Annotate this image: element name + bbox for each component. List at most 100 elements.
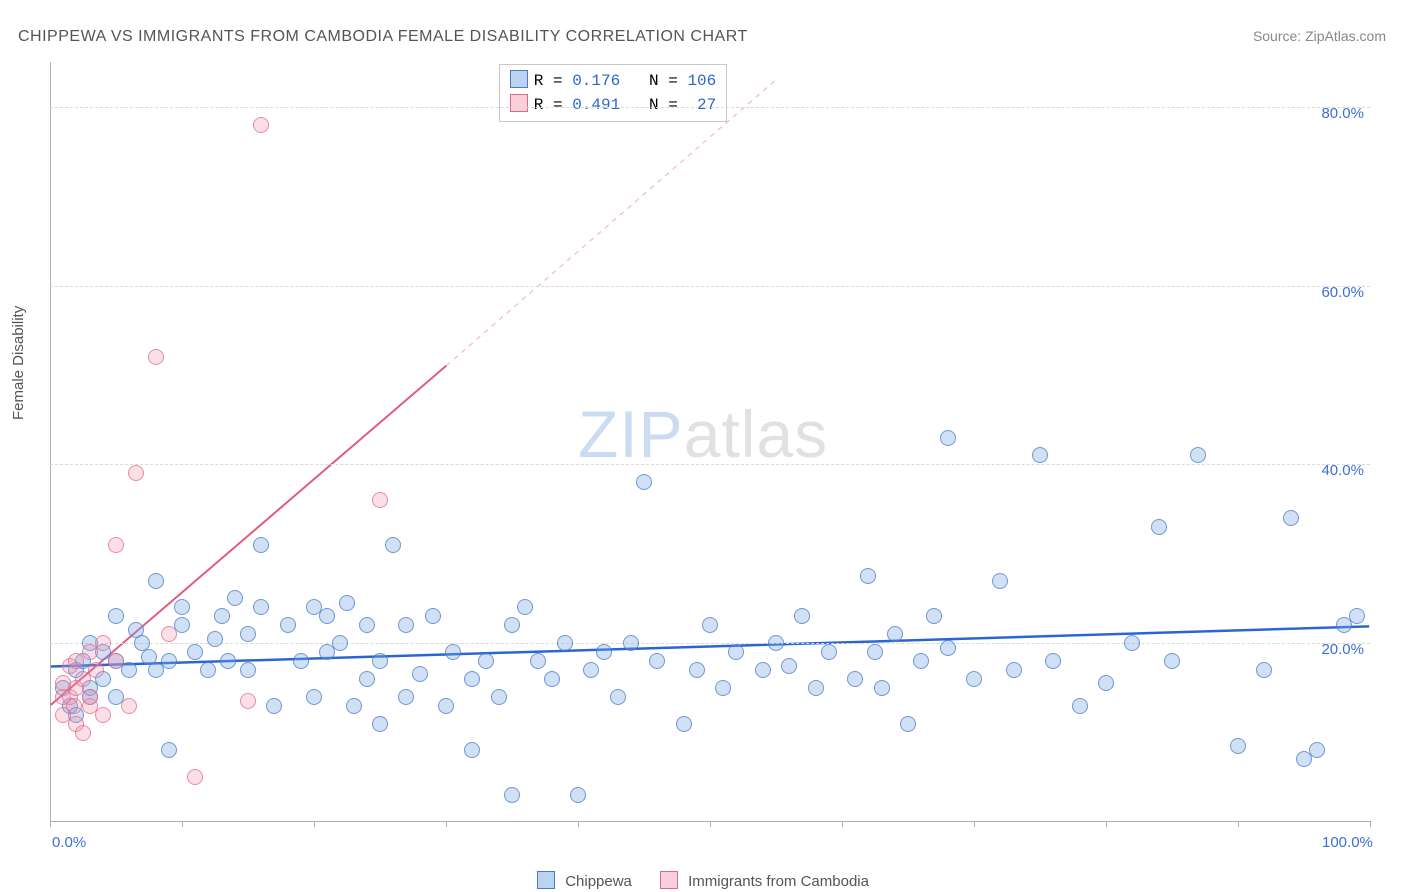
chippewa-point: [412, 666, 428, 682]
chippewa-point: [187, 644, 203, 660]
chippewa-point: [900, 716, 916, 732]
legend-correlation-row: R = 0.176 N = 106: [510, 69, 716, 93]
x-tick: [974, 821, 975, 827]
chippewa-point: [464, 742, 480, 758]
x-tick: [710, 821, 711, 827]
x-tick: [1238, 821, 1239, 827]
r-label: R =: [534, 72, 572, 90]
cambodia-point: [187, 769, 203, 785]
n-value: 106: [687, 72, 716, 90]
chippewa-point: [689, 662, 705, 678]
y-axis-line: [50, 62, 51, 821]
chippewa-point: [596, 644, 612, 660]
chippewa-point: [372, 653, 388, 669]
chippewa-point: [702, 617, 718, 633]
chippewa-point: [557, 635, 573, 651]
chippewa-point: [445, 644, 461, 660]
r-value: 0.176: [572, 72, 620, 90]
series-legend: Chippewa Immigrants from Cambodia: [0, 871, 1406, 890]
x-tick-label: 0.0%: [52, 834, 86, 851]
watermark-zip: ZIP: [578, 397, 684, 471]
chippewa-point: [174, 599, 190, 615]
chippewa-point: [808, 680, 824, 696]
n-label: N =: [620, 72, 687, 90]
gridline: [50, 107, 1370, 108]
chippewa-point: [768, 635, 784, 651]
chippewa-point: [1006, 662, 1022, 678]
chippewa-point: [240, 662, 256, 678]
cambodia-point: [121, 698, 137, 714]
n-value: 27: [687, 96, 716, 114]
chippewa-point: [794, 608, 810, 624]
cambodia-point: [82, 689, 98, 705]
chippewa-point: [504, 617, 520, 633]
chippewa-point: [280, 617, 296, 633]
chippewa-point: [517, 599, 533, 615]
chippewa-point: [755, 662, 771, 678]
legend-swatch: [537, 871, 555, 889]
chippewa-point: [1072, 698, 1088, 714]
chippewa-point: [1151, 519, 1167, 535]
cambodia-point: [108, 653, 124, 669]
gridline: [50, 464, 1370, 465]
x-tick: [182, 821, 183, 827]
cambodia-point: [128, 465, 144, 481]
chippewa-point: [478, 653, 494, 669]
cambodia-point: [253, 117, 269, 133]
y-tick-label: 20.0%: [1321, 641, 1364, 658]
gridline: [50, 643, 1370, 644]
x-tick-label: 100.0%: [1322, 834, 1373, 851]
cambodia-point: [240, 693, 256, 709]
chippewa-point: [339, 595, 355, 611]
chippewa-point: [346, 698, 362, 714]
cambodia-point: [66, 698, 82, 714]
legend-label: Immigrants from Cambodia: [688, 873, 869, 890]
trend-line-dashed: [446, 80, 776, 366]
chippewa-point: [227, 590, 243, 606]
chippewa-point: [940, 640, 956, 656]
chippewa-point: [319, 608, 335, 624]
chippewa-point: [464, 671, 480, 687]
y-tick-label: 80.0%: [1321, 105, 1364, 122]
chippewa-point: [530, 653, 546, 669]
chippewa-point: [1190, 447, 1206, 463]
chippewa-point: [200, 662, 216, 678]
chippewa-point: [214, 608, 230, 624]
chippewa-point: [887, 626, 903, 642]
chippewa-point: [491, 689, 507, 705]
chippewa-point: [359, 617, 375, 633]
chippewa-point: [728, 644, 744, 660]
chippewa-point: [1164, 653, 1180, 669]
cambodia-swatch: [510, 94, 528, 112]
gridline: [50, 286, 1370, 287]
cambodia-point: [161, 626, 177, 642]
chippewa-point: [583, 662, 599, 678]
legend-correlation-row: R = 0.491 N = 27: [510, 93, 716, 117]
x-tick: [1370, 821, 1371, 827]
chippewa-point: [1256, 662, 1272, 678]
chart-title: CHIPPEWA VS IMMIGRANTS FROM CAMBODIA FEM…: [18, 28, 748, 46]
chippewa-point: [636, 474, 652, 490]
chippewa-point: [913, 653, 929, 669]
chippewa-point: [372, 716, 388, 732]
watermark: ZIPatlas: [578, 396, 828, 472]
chippewa-point: [544, 671, 560, 687]
n-label: N =: [620, 96, 687, 114]
chippewa-point: [1230, 738, 1246, 754]
cambodia-point: [148, 349, 164, 365]
x-tick: [1106, 821, 1107, 827]
chippewa-point: [398, 689, 414, 705]
chippewa-point: [425, 608, 441, 624]
chippewa-point: [253, 599, 269, 615]
plot-area: ZIPatlas R = 0.176 N = 106R = 0.491 N = …: [50, 62, 1370, 822]
chippewa-point: [676, 716, 692, 732]
chippewa-point: [332, 635, 348, 651]
cambodia-point: [372, 492, 388, 508]
chippewa-point: [253, 537, 269, 553]
r-value: 0.491: [572, 96, 620, 114]
chippewa-point: [715, 680, 731, 696]
chippewa-point: [108, 608, 124, 624]
chippewa-point: [867, 644, 883, 660]
chippewa-point: [649, 653, 665, 669]
chippewa-point: [121, 662, 137, 678]
